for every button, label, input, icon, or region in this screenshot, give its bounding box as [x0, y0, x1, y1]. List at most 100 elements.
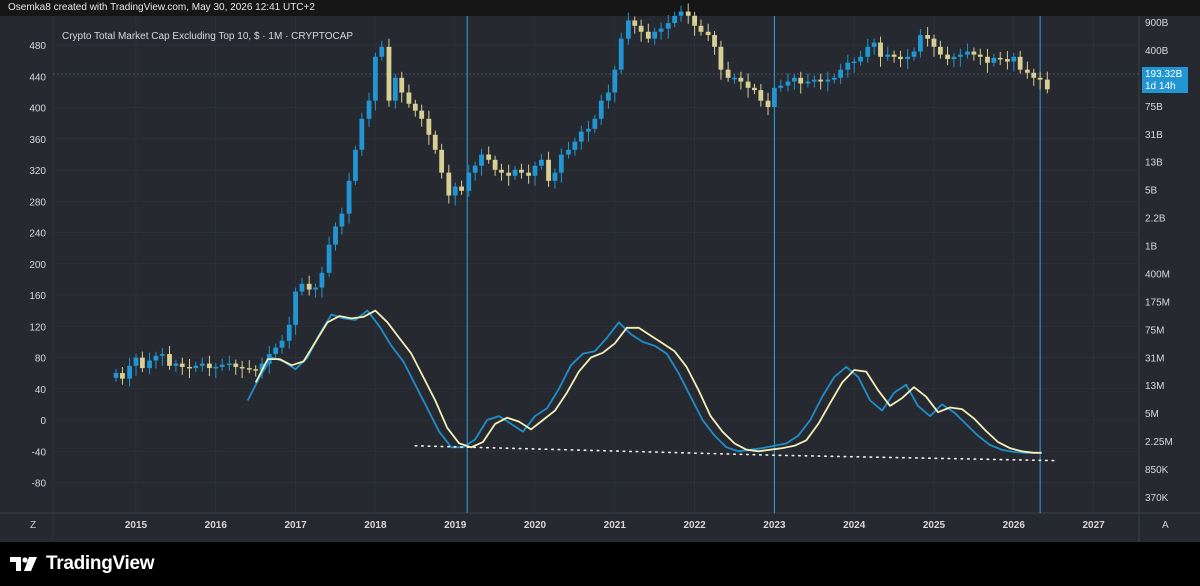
candle-body: [139, 357, 145, 369]
right-axis-tick: 13B: [1145, 158, 1163, 169]
candle-body: [705, 31, 711, 36]
candle-body: [459, 186, 464, 191]
candle-body: [526, 172, 532, 176]
candle-body: [997, 57, 1003, 60]
axis-corner-left[interactable]: Z: [30, 520, 36, 531]
right-axis-tick: 5B: [1145, 186, 1158, 197]
candle-body: [127, 365, 133, 379]
left-axis-tick: -40: [32, 447, 47, 458]
candle-body: [566, 149, 571, 155]
candle-body: [772, 87, 777, 108]
candle-body: [279, 340, 285, 348]
candle-body: [226, 363, 232, 366]
candle-body: [672, 15, 678, 24]
candle-body: [878, 42, 883, 57]
right-axis-tick: 5M: [1145, 409, 1159, 420]
candle-body: [293, 291, 298, 325]
candle-body: [1037, 77, 1043, 80]
left-axis-tick: 240: [29, 229, 46, 240]
candle-body: [845, 62, 851, 70]
candle-body: [858, 56, 863, 62]
candle-body: [506, 172, 512, 176]
candle-body: [977, 54, 983, 57]
candle-body: [592, 118, 598, 129]
candle-body: [692, 15, 697, 26]
right-axis-tick: 13M: [1145, 381, 1164, 392]
candle-body: [971, 51, 977, 55]
candle-body: [578, 131, 584, 142]
time-axis-tick: 2016: [205, 520, 228, 531]
candle-body: [652, 31, 658, 39]
left-axis-tick: 320: [29, 166, 46, 177]
chart-title: Crypto Total Market Cap Excluding Top 10…: [62, 31, 353, 42]
candle-body: [678, 11, 684, 16]
candle-body: [366, 100, 372, 119]
candle-body: [1005, 59, 1010, 62]
candle-body: [173, 363, 179, 366]
candle-body: [479, 154, 484, 166]
right-axis-tick: 400M: [1145, 269, 1170, 280]
candle-body: [765, 100, 771, 108]
right-axis-tick: 900B: [1145, 18, 1169, 29]
chart-canvas[interactable]: 48044040036032028024020016012080400-40-8…: [0, 0, 1200, 542]
right-axis-tick: 75B: [1145, 102, 1163, 113]
right-axis-tick: 31M: [1145, 353, 1164, 364]
candle-body: [286, 324, 292, 341]
right-axis-tick: 370K: [1145, 493, 1169, 504]
candle-body: [685, 11, 691, 16]
tradingview-logo[interactable]: TradingView: [10, 553, 155, 575]
candle-body: [199, 363, 205, 366]
candle-body: [951, 56, 957, 60]
tradingview-logo-icon: [10, 557, 37, 571]
attribution-text: Osemka8 created with TradingView.com, Ma…: [8, 2, 315, 13]
attribution-bar: Osemka8 created with TradingView.com, Ma…: [0, 0, 1200, 16]
candle-body: [905, 56, 911, 60]
candle-body: [466, 172, 472, 191]
candle-body: [831, 77, 837, 80]
time-axis-tick: 2018: [364, 520, 387, 531]
right-axis-tick: 850K: [1145, 465, 1169, 476]
candle-body: [133, 357, 139, 366]
candle-body: [187, 366, 192, 369]
candle-countdown: 1d 14h: [1145, 81, 1176, 92]
candle-body: [373, 56, 378, 101]
candle-body: [725, 69, 731, 78]
current-price-value: 193.32B: [1145, 69, 1183, 80]
candle-body: [732, 77, 737, 80]
candle-body: [147, 360, 152, 369]
candle-body: [965, 51, 970, 55]
left-axis-tick: 0: [40, 416, 46, 427]
left-axis: 48044040036032028024020016012080400-40-8…: [29, 41, 46, 490]
left-axis-tick: 40: [35, 385, 47, 396]
candle-body: [392, 77, 398, 101]
candle-body: [871, 42, 877, 47]
candle-body: [406, 92, 412, 104]
left-axis-tick: -80: [32, 479, 47, 490]
candlesticks: [113, 3, 1050, 387]
candle-body: [931, 38, 937, 47]
candle-body: [319, 272, 325, 288]
left-axis-tick: 280: [29, 197, 46, 208]
candle-body: [113, 373, 119, 378]
trendline-dots: [414, 444, 1055, 462]
left-axis-tick: 440: [29, 72, 46, 83]
candle-body: [612, 69, 618, 93]
candle-body: [512, 169, 518, 176]
candle-body: [306, 283, 312, 290]
candle-body: [499, 169, 504, 173]
candle-body: [239, 366, 245, 369]
candle-body: [159, 354, 165, 356]
candle-body: [606, 92, 611, 101]
candle-body: [665, 23, 671, 29]
right-axis-tick: 175M: [1145, 297, 1170, 308]
candle-body: [945, 54, 950, 60]
candle-body: [758, 90, 764, 101]
axis-corner-right[interactable]: A: [1162, 520, 1169, 531]
candle-body: [120, 373, 125, 379]
candle-body: [452, 186, 458, 196]
right-axis-tick: 2.2B: [1145, 214, 1166, 225]
candle-body: [432, 134, 438, 150]
right-axis-tick: 1B: [1145, 242, 1158, 253]
right-axis-tick: 2.25M: [1145, 437, 1173, 448]
